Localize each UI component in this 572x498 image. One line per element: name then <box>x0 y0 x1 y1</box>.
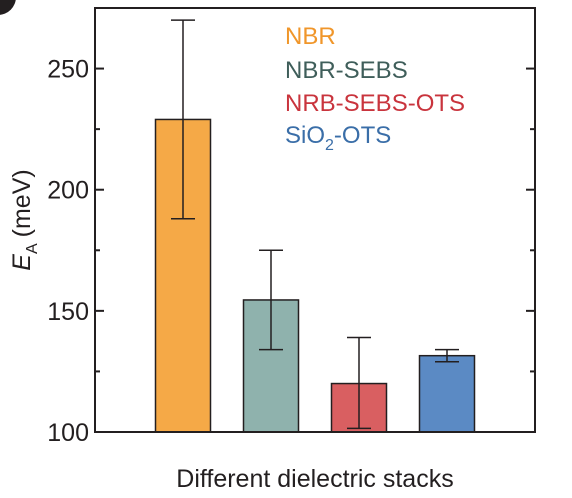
y-tick-label: 250 <box>47 56 89 84</box>
x-axis-label: Different dielectric stacks <box>176 465 453 493</box>
plot-frame <box>94 7 536 433</box>
y-tick-label: 150 <box>47 298 89 326</box>
legend-item-nbr-sebs: NBR-SEBS <box>285 57 408 84</box>
y-tick-label: 100 <box>47 419 89 447</box>
y-axis: 100 150 200 250 <box>47 56 535 447</box>
legend-item-nbr: NBR <box>285 23 336 50</box>
legend-sio2-subscript: 2 <box>325 137 334 154</box>
bars-group <box>154 118 476 433</box>
legend-sio2-tail: -OTS <box>334 122 391 149</box>
legend-item-sio2-ots: SiO2-OTS <box>285 122 391 154</box>
y-tick-label: 200 <box>47 177 89 205</box>
y-axis-unit: (meV) <box>8 169 36 237</box>
legend: NBR NBR-SEBS NRB-SEBS-OTS SiO2-OTS <box>285 23 465 154</box>
y-axis-symbol: E <box>8 254 36 271</box>
legend-item-nrb-sebs-ots: NRB-SEBS-OTS <box>285 90 465 117</box>
y-axis-label: EA (meV) <box>8 169 41 270</box>
y-axis-subscript: A <box>24 243 41 254</box>
legend-sio2-main: SiO <box>285 122 325 149</box>
error-bars-group <box>171 19 459 430</box>
svg-text:EA(meV): EA (meV) <box>8 169 41 270</box>
panel-label-badge <box>0 0 16 15</box>
bar <box>418 354 476 433</box>
